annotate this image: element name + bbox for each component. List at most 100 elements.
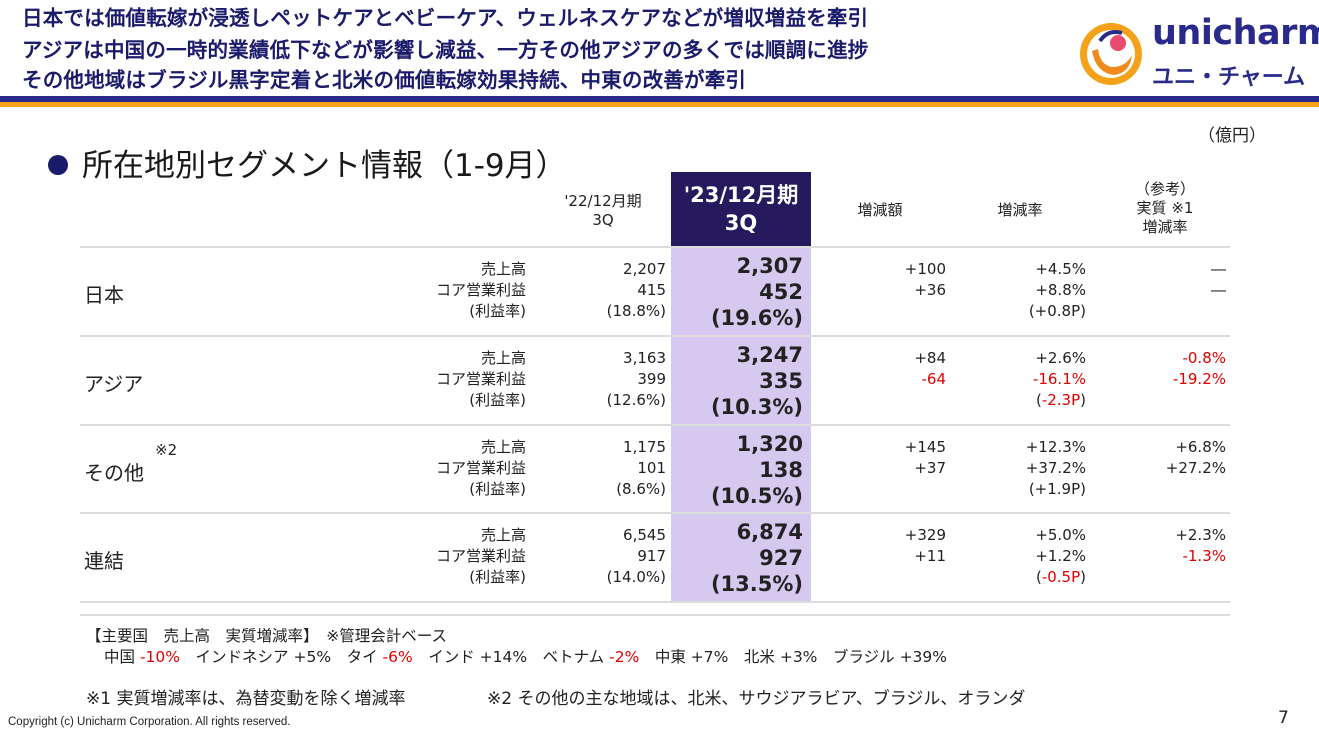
col-header-curr-2: 3Q [724, 211, 758, 235]
metric-label: 売上高 [480, 349, 526, 367]
real-change-rate: -19.2% [1172, 370, 1226, 388]
change-rate: -16.1% [1032, 370, 1086, 388]
change-rate: +5.0% [1035, 526, 1086, 544]
prev-value: (8.6%) [616, 480, 666, 498]
col-header-reference: （参考） 実質 ※1 増減率 [1110, 180, 1220, 237]
col-header-prev-2: 3Q [592, 211, 614, 229]
metric-label: (利益率) [469, 391, 526, 409]
metric-label: コア営業利益 [435, 459, 526, 477]
logo-word: unicharm [1152, 13, 1319, 53]
country-value: -2% [609, 648, 640, 666]
region-name: 連結 [84, 549, 124, 573]
margin-change-pre: ( [1028, 480, 1035, 498]
margin-change-val: -0.5P [1041, 568, 1081, 586]
country-value: -10% [139, 648, 180, 666]
margin-change-pre: ( [1035, 391, 1042, 409]
change-amount: +329 [904, 526, 946, 544]
margin-change-val: +0.8P [1034, 302, 1081, 320]
current-value: 138 [759, 458, 803, 482]
country-name: インドネシア [195, 648, 289, 666]
region-name: アジア [84, 372, 144, 396]
metric-label: 売上高 [480, 438, 526, 456]
current-value: 452 [759, 280, 803, 304]
logo-mark-icon [1080, 23, 1142, 85]
prev-value: 101 [637, 459, 666, 477]
metric-label: (利益率) [469, 302, 526, 320]
real-change-rate: +6.8% [1175, 438, 1226, 456]
col-header-change-rate: 増減率 [997, 201, 1043, 219]
change-amount: -64 [921, 370, 947, 388]
logo-kana: ユニ・チャーム [1152, 65, 1306, 90]
metric-label: 売上高 [480, 526, 526, 544]
footnote-1: ※1 実質増減率は、為替変動を除く増減率 [86, 689, 406, 709]
change-rate: +2.6% [1035, 349, 1086, 367]
main-countries-title: 【主要国 売上高 実質増減率】 ※管理会計ベース [86, 627, 447, 645]
col-header-prev: '22/12月期 3Q [548, 192, 658, 230]
row-divider [80, 614, 1230, 616]
headline-2: アジアは中国の一時的業績低下などが影響し減益、一方その他アジアの多くでは順調に進… [22, 38, 869, 62]
current-value: (10.3%) [710, 395, 803, 419]
row-divider [80, 246, 1230, 248]
prev-value: (14.0%) [606, 568, 666, 586]
metric-label: (利益率) [469, 480, 526, 498]
country-name: タイ [346, 648, 378, 666]
section-title: 所在地別セグメント情報（1-9月） [48, 140, 567, 185]
change-amount: +100 [904, 260, 946, 278]
real-change-rate: ― [1211, 260, 1226, 278]
current-value: 3,247 [736, 343, 803, 367]
header-accent-bar [0, 102, 1319, 107]
unit-label: （億円） [1198, 126, 1266, 146]
col-header-curr-1: '23/12月期 [683, 183, 799, 207]
current-value: 927 [759, 546, 803, 570]
change-amount: +145 [904, 438, 946, 456]
margin-change: (+1.9P) [986, 479, 1086, 500]
copyright: Copyright (c) Unicharm Corporation. All … [8, 716, 291, 728]
current-value: 6,874 [736, 520, 803, 544]
change-amount: +11 [914, 547, 946, 565]
country-value: +14% [479, 648, 528, 666]
country-name: 中東 [654, 648, 686, 666]
current-value: 1,320 [736, 432, 803, 456]
col-header-ref-1: （参考） [1134, 180, 1195, 198]
real-change-rate: -1.3% [1182, 547, 1226, 565]
change-amount: +36 [914, 281, 946, 299]
prev-value: (18.8%) [606, 302, 666, 320]
margin-change-val: -2.3P [1041, 391, 1081, 409]
country-name: ベトナム [542, 648, 605, 666]
country-name: 中国 [104, 648, 136, 666]
metric-label: コア営業利益 [435, 281, 526, 299]
section-title-text: 所在地別セグメント情報（1-9月） [82, 148, 567, 184]
prev-value: 6,545 [623, 526, 666, 544]
margin-change: (+0.8P) [986, 301, 1086, 322]
row-divider [80, 335, 1230, 337]
margin-change-post: ) [1080, 302, 1086, 320]
margin-change: (-0.5P) [986, 567, 1086, 588]
change-rate: +4.5% [1035, 260, 1086, 278]
prev-value: 2,207 [623, 260, 666, 278]
margin-change-val: +1.9P [1034, 480, 1081, 498]
margin-change: (-2.3P) [986, 390, 1086, 411]
margin-change-post: ) [1080, 568, 1086, 586]
region-name: 日本 [84, 283, 124, 307]
row-divider [80, 424, 1230, 426]
prev-value: 917 [637, 547, 666, 565]
metric-label: (利益率) [469, 568, 526, 586]
country-value: +5% [293, 648, 332, 666]
country-name: 北米 [743, 648, 775, 666]
change-rate: +8.8% [1035, 281, 1086, 299]
metric-label: コア営業利益 [435, 370, 526, 388]
change-amount: +84 [914, 349, 946, 367]
headline-3: その他地域はブラジル黒字定着と北米の価値転嫁効果持続、中東の改善が牽引 [22, 68, 747, 92]
bullet-icon [48, 154, 68, 175]
current-value: 2,307 [736, 254, 803, 278]
row-divider [80, 601, 1230, 603]
country-value: +3% [779, 648, 818, 666]
unicharm-logo: unicharm ユニ・チャーム [1078, 13, 1319, 93]
real-change-rate: ― [1211, 281, 1226, 299]
real-change-rate: -0.8% [1182, 349, 1226, 367]
current-value: (13.5%) [710, 572, 803, 596]
metric-label: 売上高 [480, 260, 526, 278]
prev-value: (12.6%) [606, 391, 666, 409]
margin-change-pre: ( [1028, 302, 1035, 320]
main-countries-list: 中国 -10% インドネシア +5% タイ -6% インド +14% ベトナム … [104, 645, 947, 667]
